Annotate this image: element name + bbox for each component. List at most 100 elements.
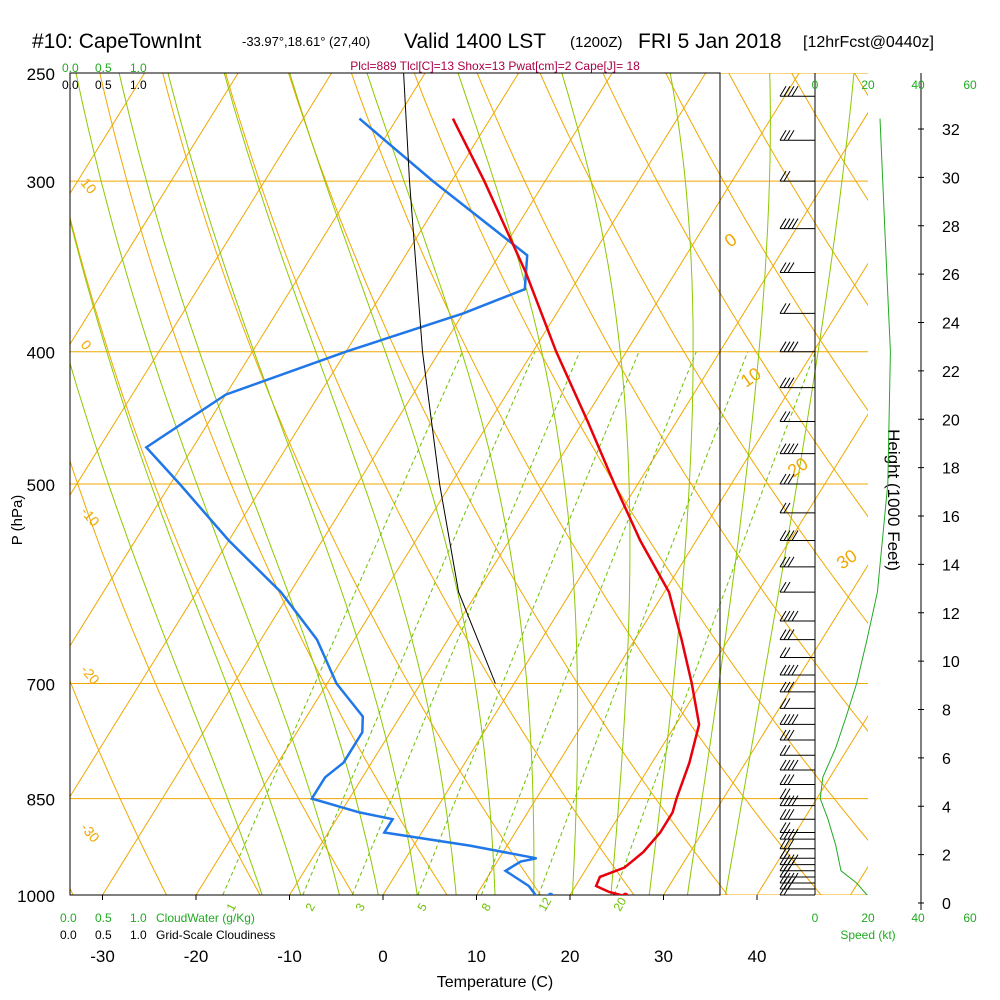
stability-indices: Plcl=889 Tlcl[C]=13 Shox=13 Pwat[cm]=2 C… [350,59,640,73]
moist-adiabat-line [118,73,379,895]
isotherm-line [70,73,520,798]
temperature-marker [622,892,629,895]
wind-barb [779,556,815,568]
wind-barb [779,85,815,97]
wind-speed-tick-bottom: 40 [911,911,925,925]
height-axis-label: Height (1000 Feet) [884,429,903,571]
mixing-ratio-line [538,351,749,895]
wind-speed-tick-bottom: 0 [812,911,819,925]
pressure-tick-label: 250 [27,65,55,84]
y-axis-label: P (hPa) [9,495,26,546]
valid-time: Valid 1400 LST [404,30,546,53]
top-cloudwater-scale-1: 0.5 [95,61,112,75]
top-cloud-scale: 0.0 0.5 1.0 0.0 0.5 1.0 [62,61,147,92]
mixing-ratio-label: 2 [302,900,318,913]
dry-adiabat-line [476,73,868,732]
height-tick-label: 14 [942,557,960,574]
dry-adiabat-line [602,73,868,518]
valid-date: FRI 5 Jan 2018 [638,30,782,53]
forecast-label: [12hrFcst@0440z] [803,34,934,51]
wind-speed-tick-bottom: 60 [963,911,977,925]
height-tick-label: 20 [942,412,960,429]
height-tick-label: 24 [942,316,960,333]
moist-adiabat-line [561,73,631,895]
wind-speed-tick-top: 60 [963,78,977,92]
isotherm-label: 10 [78,175,100,197]
x-axis-label: Temperature (C) [437,974,553,991]
dry-adiabat-line [225,73,635,895]
mixing-ratio-label: 3 [352,900,368,913]
moist-adiabat-line [686,73,771,895]
wind-barb [779,848,815,859]
plot-frame [69,72,721,896]
height-tick-label: 16 [942,509,960,526]
dewpoint-line [144,117,538,895]
mixing-ratio-label: 12 [535,895,554,914]
background-lines [70,49,1000,924]
wind-barb [779,647,815,659]
wind-barb [779,629,815,641]
moist-adiabat-line [75,73,340,895]
bottom-cloudwater-scale-2: 1.0 [130,911,147,925]
mixing-ratio-line [417,351,640,895]
wind-barb [779,129,815,141]
isotherm-line [663,564,868,895]
mixing-ratio-line [302,351,536,895]
wind-speed-profile [819,118,891,896]
wind-speed-tick-top: 0 [812,78,819,92]
station-title: #10: CapeTownInt [32,30,201,53]
bottom-cloudwater-scale-0: 0.0 [60,911,77,925]
wind-barb [779,218,815,230]
pressure-tick-label: 500 [27,476,55,495]
wind-barb [779,729,815,741]
wind-barb [779,581,815,593]
mixing-ratio-label: 20 [610,895,629,914]
height-tick-label: 2 [942,848,951,865]
height-tick-label: 26 [942,267,960,284]
height-tick-label: 28 [942,219,960,236]
zulu-time: (1200Z) [570,34,623,51]
adiabat-label: 0 [721,229,741,251]
mixing-ratio-line [351,351,581,895]
bottom-cloudiness-scale-2: 1.0 [130,928,147,942]
height-tick-label: 0 [942,896,951,913]
isotherm-label: -10 [78,504,103,530]
wind-barb [779,262,815,274]
temperature-tick-label: -30 [90,947,115,966]
dry-adiabat-line [413,73,868,841]
wind-barb [779,828,815,840]
height-tick-label: 18 [942,461,960,478]
station-coords: -33.97°,18.61° (27,40) [242,34,370,49]
mixing-ratio-line [480,351,697,895]
temperature-tick-label: 0 [378,947,387,966]
height-tick-label: 32 [942,122,960,139]
dry-adiabat-line [539,73,868,625]
wind-barb [779,502,815,514]
wind-barb [779,838,815,850]
temperature-tick-label: 30 [654,947,673,966]
isotherm-line [756,715,868,895]
isotherm-line [102,73,613,895]
bottom-cloudwater-scale-1: 0.5 [95,911,112,925]
dry-adiabat-line [965,49,1000,924]
wind-barb [779,411,815,423]
top-cloudiness-scale-1: 0.5 [95,78,112,92]
moist-adiabat-line [724,73,855,895]
moist-adiabat-line [167,73,418,895]
wind-barb [779,759,815,771]
wind-barb [779,341,815,353]
height-tick-label: 10 [942,654,960,671]
temperature-tick-label: 40 [748,947,767,966]
moist-adiabat-line [366,73,535,895]
dry-adiabat-line [99,73,448,895]
pressure-tick-label: 1000 [17,887,55,906]
mixing-ratio-line [222,351,463,895]
pressure-tick-label: 300 [27,173,55,192]
wind-barb [779,170,815,182]
wind-barb [779,822,815,834]
wind-barb [779,681,815,693]
height-tick-label: 6 [942,751,951,768]
adiabat-label: 30 [833,545,861,573]
wind-speed-tick-top: 40 [911,78,925,92]
